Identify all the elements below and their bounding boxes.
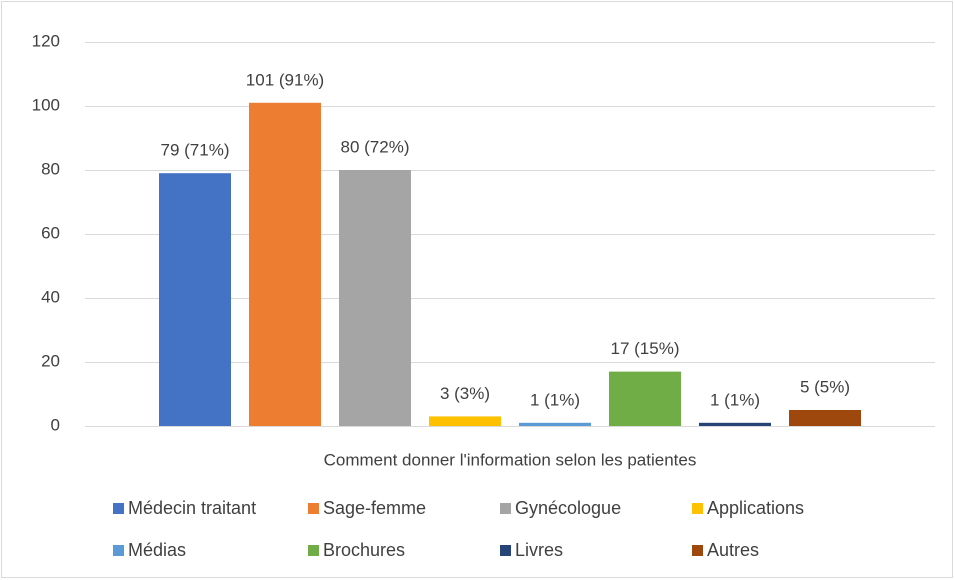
legend-label: Autres [707, 540, 759, 560]
legend-swatch [308, 503, 319, 514]
y-tick-label: 0 [51, 415, 60, 434]
legend-swatch [113, 545, 124, 556]
bar [339, 170, 411, 426]
bar [789, 410, 861, 426]
bar [609, 371, 681, 426]
data-label: 3 (3%) [440, 384, 490, 403]
legend-swatch [692, 503, 703, 514]
y-tick-label: 100 [32, 95, 60, 114]
data-label: 79 (71%) [161, 141, 230, 160]
legend-label: Médias [128, 540, 186, 560]
legend-swatch [500, 503, 511, 514]
bar [249, 102, 321, 427]
legend-label: Applications [707, 498, 804, 518]
y-tick-label: 80 [41, 159, 60, 178]
legend-swatch [113, 503, 124, 514]
bar [519, 422, 591, 426]
legend-label: Brochures [323, 540, 405, 560]
legend-swatch [692, 545, 703, 556]
data-label: 1 (1%) [710, 390, 760, 409]
bar [159, 173, 231, 426]
data-label: 17 (15%) [611, 339, 680, 358]
x-axis-label: Comment donner l'information selon les p… [324, 450, 697, 469]
y-tick-label: 120 [32, 31, 60, 50]
y-tick-label: 20 [41, 351, 60, 370]
y-tick-label: 60 [41, 223, 60, 242]
data-label: 1 (1%) [530, 390, 580, 409]
legend-label: Gynécologue [515, 498, 621, 518]
legend-swatch [500, 545, 511, 556]
data-label: 5 (5%) [800, 377, 850, 396]
legend-swatch [308, 545, 319, 556]
bar [699, 422, 771, 426]
legend-label: Médecin traitant [128, 498, 256, 518]
y-tick-label: 40 [41, 287, 60, 306]
legend-label: Sage-femme [323, 498, 426, 518]
data-label: 101 (91%) [246, 70, 324, 89]
legend-label: Livres [515, 540, 563, 560]
data-label: 80 (72%) [341, 137, 410, 156]
bar [429, 416, 501, 426]
